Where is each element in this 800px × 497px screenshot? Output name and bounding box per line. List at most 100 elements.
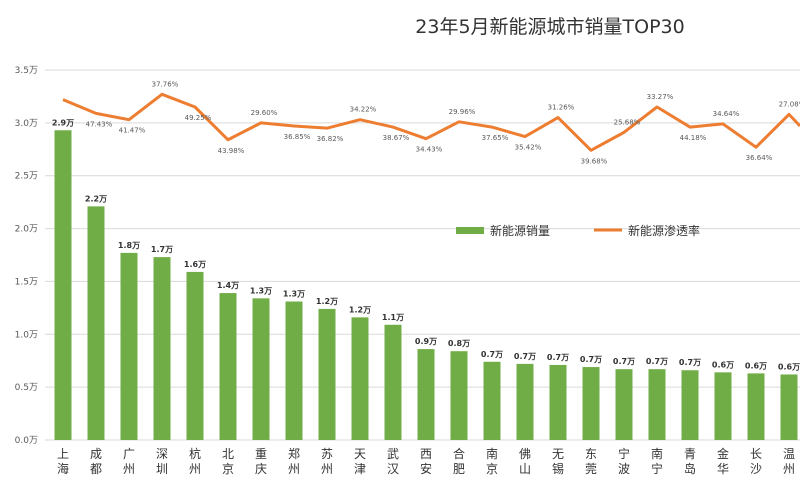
bar-value-label: 1.8万 [118,241,140,250]
bar [219,293,237,440]
bar [450,351,468,440]
x-category-label: 天津 [354,447,366,476]
x-category-label: 郑州 [288,446,300,476]
x-category-label: 武汉 [387,447,399,476]
bar-value-label: 0.7万 [514,352,536,361]
bar [516,363,534,440]
bar [384,324,402,440]
penetration-value-label: 38.67% [383,134,410,142]
x-category-label: 广州 [123,447,135,476]
penetration-value-label: 36.85% [284,133,311,141]
bar [120,252,138,440]
legend-swatch-sales [456,227,484,234]
y-tick-label: 2.5万 [15,172,38,182]
x-category-label: 合肥 [453,446,465,476]
penetration-line [62,92,800,152]
x-category-label: 上海 [57,447,69,476]
bar-value-label: 0.7万 [679,358,701,367]
x-category-label: 苏州 [321,447,333,476]
legend: 新能源销量 新能源渗透率 [456,223,700,238]
legend-label-penetration: 新能源渗透率 [628,223,700,238]
y-tick-label: 0.5万 [15,383,38,393]
bar-value-label: 0.6万 [778,362,800,371]
x-category-label: 成都 [90,447,102,476]
bar [615,369,633,440]
penetration-value-label: 36.64% [746,154,773,162]
x-category-label: 重庆 [255,447,267,476]
bar [54,130,72,440]
x-category-label: 无锡 [552,447,564,476]
penetration-value-label: 25.68% [614,118,641,126]
penetration-value-label: 34.22% [350,106,377,114]
x-category-label: 青岛 [684,447,696,476]
y-tick-label: 3.5万 [15,66,38,76]
penetration-value-label: 34.64% [713,110,740,118]
penetration-value-label: 34.43% [416,146,443,154]
penetration-value-label: 29.60% [251,109,278,117]
bar [714,372,732,440]
y-tick-label: 1.5万 [15,277,38,287]
penetration-value-label: 39.68% [581,157,608,165]
bar-series: 2.9万 2.2万 1.8万 1.7万 1.6万 1.4万 1.3万 1.3万 1.2万 1.2万… [52,118,800,440]
penetration-value-label: 31.26% [548,104,575,112]
legend-label-sales: 新能源销量 [490,223,550,238]
bar [483,361,501,440]
bar [648,369,666,440]
bar-value-label: 1.4万 [217,281,239,290]
x-category-label: 南宁 [651,446,663,476]
penetration-value-label: 37.65% [482,134,509,142]
bar [318,308,336,440]
bar [186,271,204,440]
x-category-label: 佛山 [519,447,531,476]
bar-value-label: 0.7万 [613,357,635,366]
bar-value-label: 1.7万 [151,245,173,254]
penetration-value-label: 35.42% [515,144,542,152]
gridlines [45,69,800,441]
penetration-value-label: 44.18% [680,134,707,142]
x-category-label: 金华 [717,446,729,476]
y-tick-label: 1.0万 [15,330,38,340]
x-category-label: 长沙 [750,447,762,476]
penetration-value-label: 41.47% [119,127,146,135]
bar-value-label: 1.6万 [184,260,206,269]
bar [351,317,369,440]
bar-value-label: 1.1万 [382,313,404,322]
penetration-value-label: 49.25% [185,114,212,122]
x-category-label: 温州 [783,447,795,476]
bar [681,370,699,440]
bar [549,364,567,440]
bar [252,298,270,440]
penetration-value-label: 27.08% [779,100,800,108]
bar-value-label: 0.7万 [646,357,668,366]
bar [582,367,600,440]
bar-value-label: 0.9万 [415,337,437,346]
bar [153,257,171,440]
penetration-value-label: 43.98% [218,147,245,155]
bar-value-label: 0.8万 [448,339,470,348]
x-category-label: 西安 [420,447,432,476]
y-tick-label: 0.0万 [15,436,38,446]
x-category-label: 宁波 [618,446,630,476]
bar [747,373,765,440]
bar-value-label: 0.7万 [580,355,602,364]
bar-value-label: 1.2万 [349,305,371,314]
bar-value-label: 0.7万 [547,353,569,362]
x-category-label: 深圳 [156,447,168,476]
y-axis-ticks: 0.0万 0.5万 1.0万 1.5万 2.0万 2.5万 3.0万 3.5万 [15,66,38,446]
chart-title: 23年5月新能源城市销量TOP30 [415,16,684,38]
bar [417,349,435,440]
bar [87,206,105,440]
bar [285,301,303,440]
x-category-label: 南京 [486,446,498,476]
bar-value-label: 1.3万 [250,286,272,295]
bar [780,374,798,440]
bar-value-label: 0.6万 [712,360,734,369]
penetration-value-label: 37.76% [152,80,179,88]
line-series: 47.43% 41.47% 37.76% 49.25% 43.98% 29.60% 36.8… [62,80,800,165]
bar-value-label: 1.2万 [316,297,338,306]
y-tick-label: 3.0万 [15,119,38,129]
bar-value-label: 0.6万 [745,361,767,370]
penetration-value-label: 29.96% [449,108,476,116]
penetration-value-label: 36.82% [317,135,344,143]
